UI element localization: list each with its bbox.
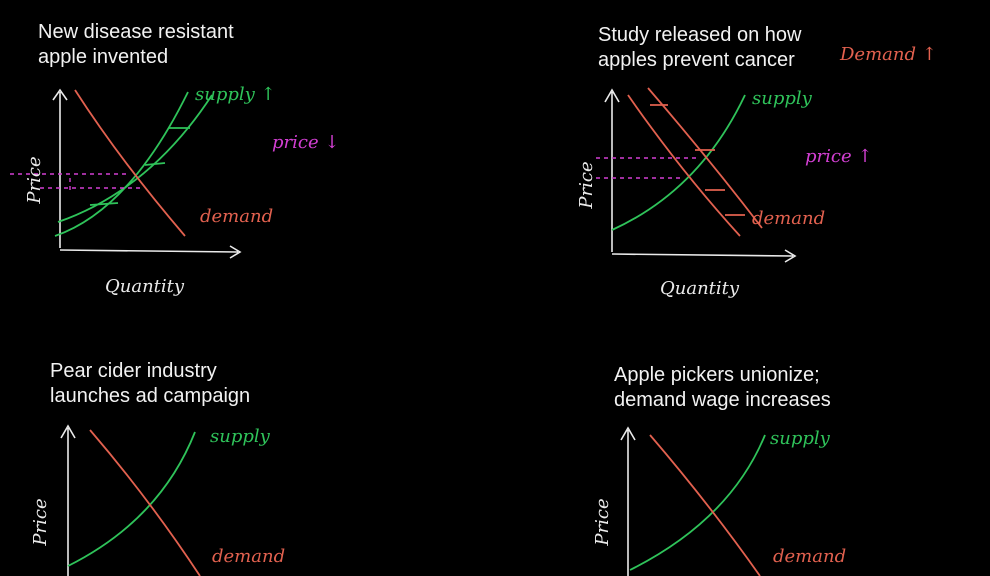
y-axis-label: Price (592, 498, 613, 546)
demand-curve (627, 94, 741, 237)
supply-label: supply (770, 428, 831, 449)
title-line: Pear cider industry (50, 360, 217, 382)
title-line: Apple pickers unionize; (614, 364, 820, 386)
axes (620, 426, 636, 576)
demand-label: demand (773, 546, 846, 567)
title-line: launches ad campaign (50, 385, 250, 407)
price-lines (10, 173, 140, 189)
axes (52, 88, 242, 259)
note: price ↑ (805, 146, 872, 167)
shift-arrows (89, 127, 190, 206)
supply-curve-shifted (57, 94, 213, 223)
shift-label: Demand ↑ (839, 44, 937, 65)
demand-label: demand (752, 208, 825, 229)
supply-label: supply (210, 426, 271, 447)
x-axis-label: Quantity (105, 276, 185, 297)
note: price ↓ (272, 132, 339, 153)
demand-label: demand (200, 206, 273, 227)
demand-curve (89, 429, 201, 576)
panel: Pear cider industry launches ad campaign… (30, 360, 285, 576)
x-axis-label: Quantity (660, 278, 740, 299)
panel: Study released on how apples prevent can… (576, 24, 937, 299)
demand-curve (74, 89, 186, 237)
title-line: apples prevent cancer (598, 49, 795, 71)
supply-curve (54, 91, 189, 237)
price-lines (596, 157, 700, 179)
axes (604, 88, 797, 263)
shift-arrows (650, 104, 745, 216)
title-line: demand wage increases (614, 389, 831, 411)
y-axis-label: Price (30, 498, 51, 546)
title-line: New disease resistant (38, 21, 234, 43)
demand-label: demand (212, 546, 285, 567)
demand-curve (649, 434, 761, 576)
title-line: Study released on how (598, 24, 802, 46)
supply-label: supply ↑ (195, 84, 276, 105)
panel: New disease resistant apple invented sup… (10, 21, 339, 297)
title-line: apple invented (38, 46, 168, 68)
supply-curve (67, 431, 196, 567)
y-axis-label: Price (576, 161, 597, 209)
y-axis-label: Price (24, 156, 45, 204)
panel: Apple pickers unionize; demand wage incr… (592, 364, 846, 576)
supply-label: supply (752, 88, 813, 109)
axes (60, 424, 76, 576)
supply-curve (629, 434, 766, 571)
